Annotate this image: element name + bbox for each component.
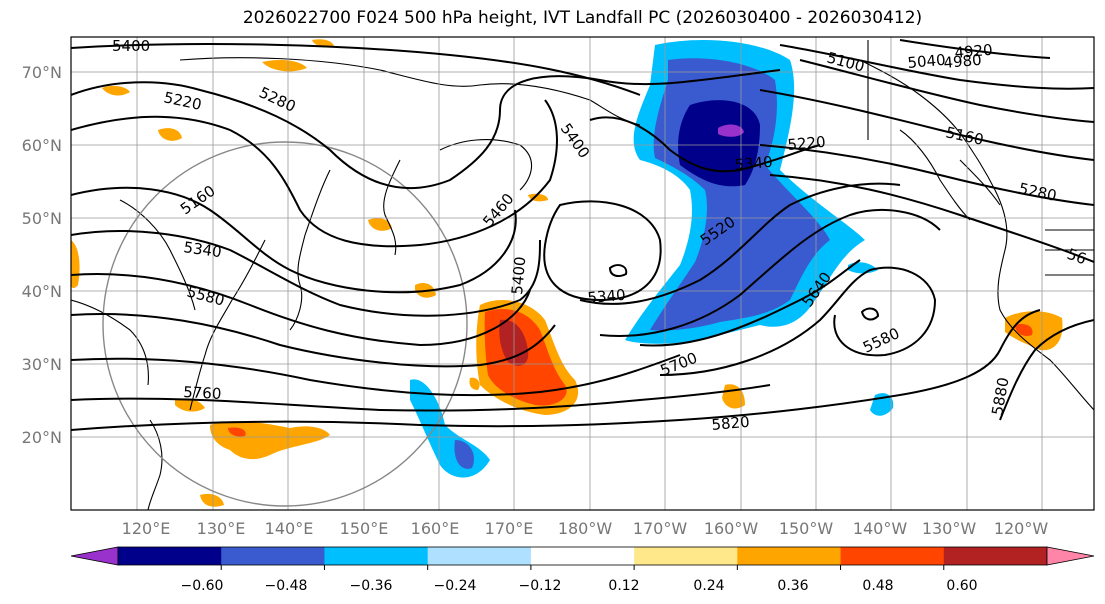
lon-label: 120°E [122, 519, 171, 538]
colorbar-cell [943, 547, 1048, 565]
colorbar-cell [427, 547, 532, 565]
colorbar-cell [530, 547, 635, 565]
lon-label: 170°E [485, 519, 534, 538]
latitude-labels: 70°N 60°N 50°N 40°N 30°N 20°N [22, 63, 62, 447]
contour-label: 5760 [183, 383, 222, 403]
colorbar-extend-low [70, 546, 119, 566]
contour-label: 5340 [587, 286, 627, 307]
contour-label: 56 [1065, 245, 1089, 268]
lon-label: 140°E [265, 519, 314, 538]
lon-label: 150°W [779, 519, 834, 538]
colorbar-tick-label: 0.60 [946, 578, 977, 594]
contour-labels: 5400 5220 5280 5160 5340 5580 5760 5400 … [112, 37, 1089, 434]
lat-label: 60°N [22, 136, 62, 155]
height-contours [71, 39, 1094, 431]
colorbar-tick-label: 0.48 [862, 578, 893, 594]
lat-label: 30°N [22, 355, 62, 374]
lat-label: 20°N [22, 428, 62, 447]
lon-label: 180°W [558, 519, 613, 538]
lon-label: 170°W [633, 519, 688, 538]
contour-label: 5400 [508, 256, 529, 296]
colorbar-cell [737, 547, 842, 565]
coastlines [71, 40, 1094, 510]
contour-label: 5220 [787, 133, 827, 154]
contour-label: 5400 [112, 37, 150, 55]
lat-label: 50°N [22, 209, 62, 228]
lon-label: 160°W [704, 519, 759, 538]
lon-label: 140°W [853, 519, 908, 538]
contour-label: 5340 [182, 238, 222, 261]
colorbar-cell [324, 547, 429, 565]
colorbar-cell [118, 547, 222, 565]
lon-label: 150°E [340, 519, 389, 538]
lat-label: 40°N [22, 282, 62, 301]
contour-label: 5340 [734, 153, 774, 174]
colorbar-tick-label: 0.12 [608, 578, 639, 594]
map-frame [70, 36, 1095, 511]
colorbar-tick-label: 0.36 [777, 578, 808, 594]
colorbar-cell [221, 547, 325, 565]
colorbar-tick-label: −0.24 [434, 578, 477, 594]
lon-label: 160°E [411, 519, 460, 538]
colorbar-tick-label: 0.24 [693, 578, 724, 594]
lon-label: 130°E [197, 519, 246, 538]
lon-label: 130°W [922, 519, 977, 538]
figure-title: 2026022700 F024 500 hPa height, IVT Land… [242, 8, 923, 28]
colorbar-tick-label: −0.48 [265, 578, 308, 594]
range-circle [102, 141, 468, 507]
contour-label: 5040 [907, 51, 947, 72]
colorbar-tick-labels: −0.60 −0.48 −0.36 −0.24 −0.12 0.12 0.24 … [181, 578, 978, 594]
longitude-labels: 120°E 130°E 140°E 150°E 160°E 170°E 180°… [122, 519, 1049, 538]
colorbar-tick-label: −0.60 [181, 578, 224, 594]
contour-label: 5820 [711, 413, 751, 434]
colorbar-extend-high [1046, 546, 1095, 566]
contour-label: 4920 [954, 41, 994, 62]
contour-label: 4980 [943, 51, 983, 72]
colorbar-tick-label: −0.12 [519, 578, 562, 594]
colorbar-tick-label: −0.36 [350, 578, 393, 594]
colorbar: −0.60 −0.48 −0.36 −0.24 −0.12 0.12 0.24 … [70, 546, 1095, 594]
colorbar-cell [840, 547, 945, 565]
colorbar-cell [634, 547, 738, 565]
ivt-negative-anomaly [410, 40, 894, 478]
lon-label: 120°W [994, 519, 1049, 538]
lat-label: 70°N [22, 63, 62, 82]
ivt-positive-anomaly [71, 39, 1063, 507]
map-layers: 5400 5220 5280 5160 5340 5580 5760 5400 … [71, 37, 1094, 510]
